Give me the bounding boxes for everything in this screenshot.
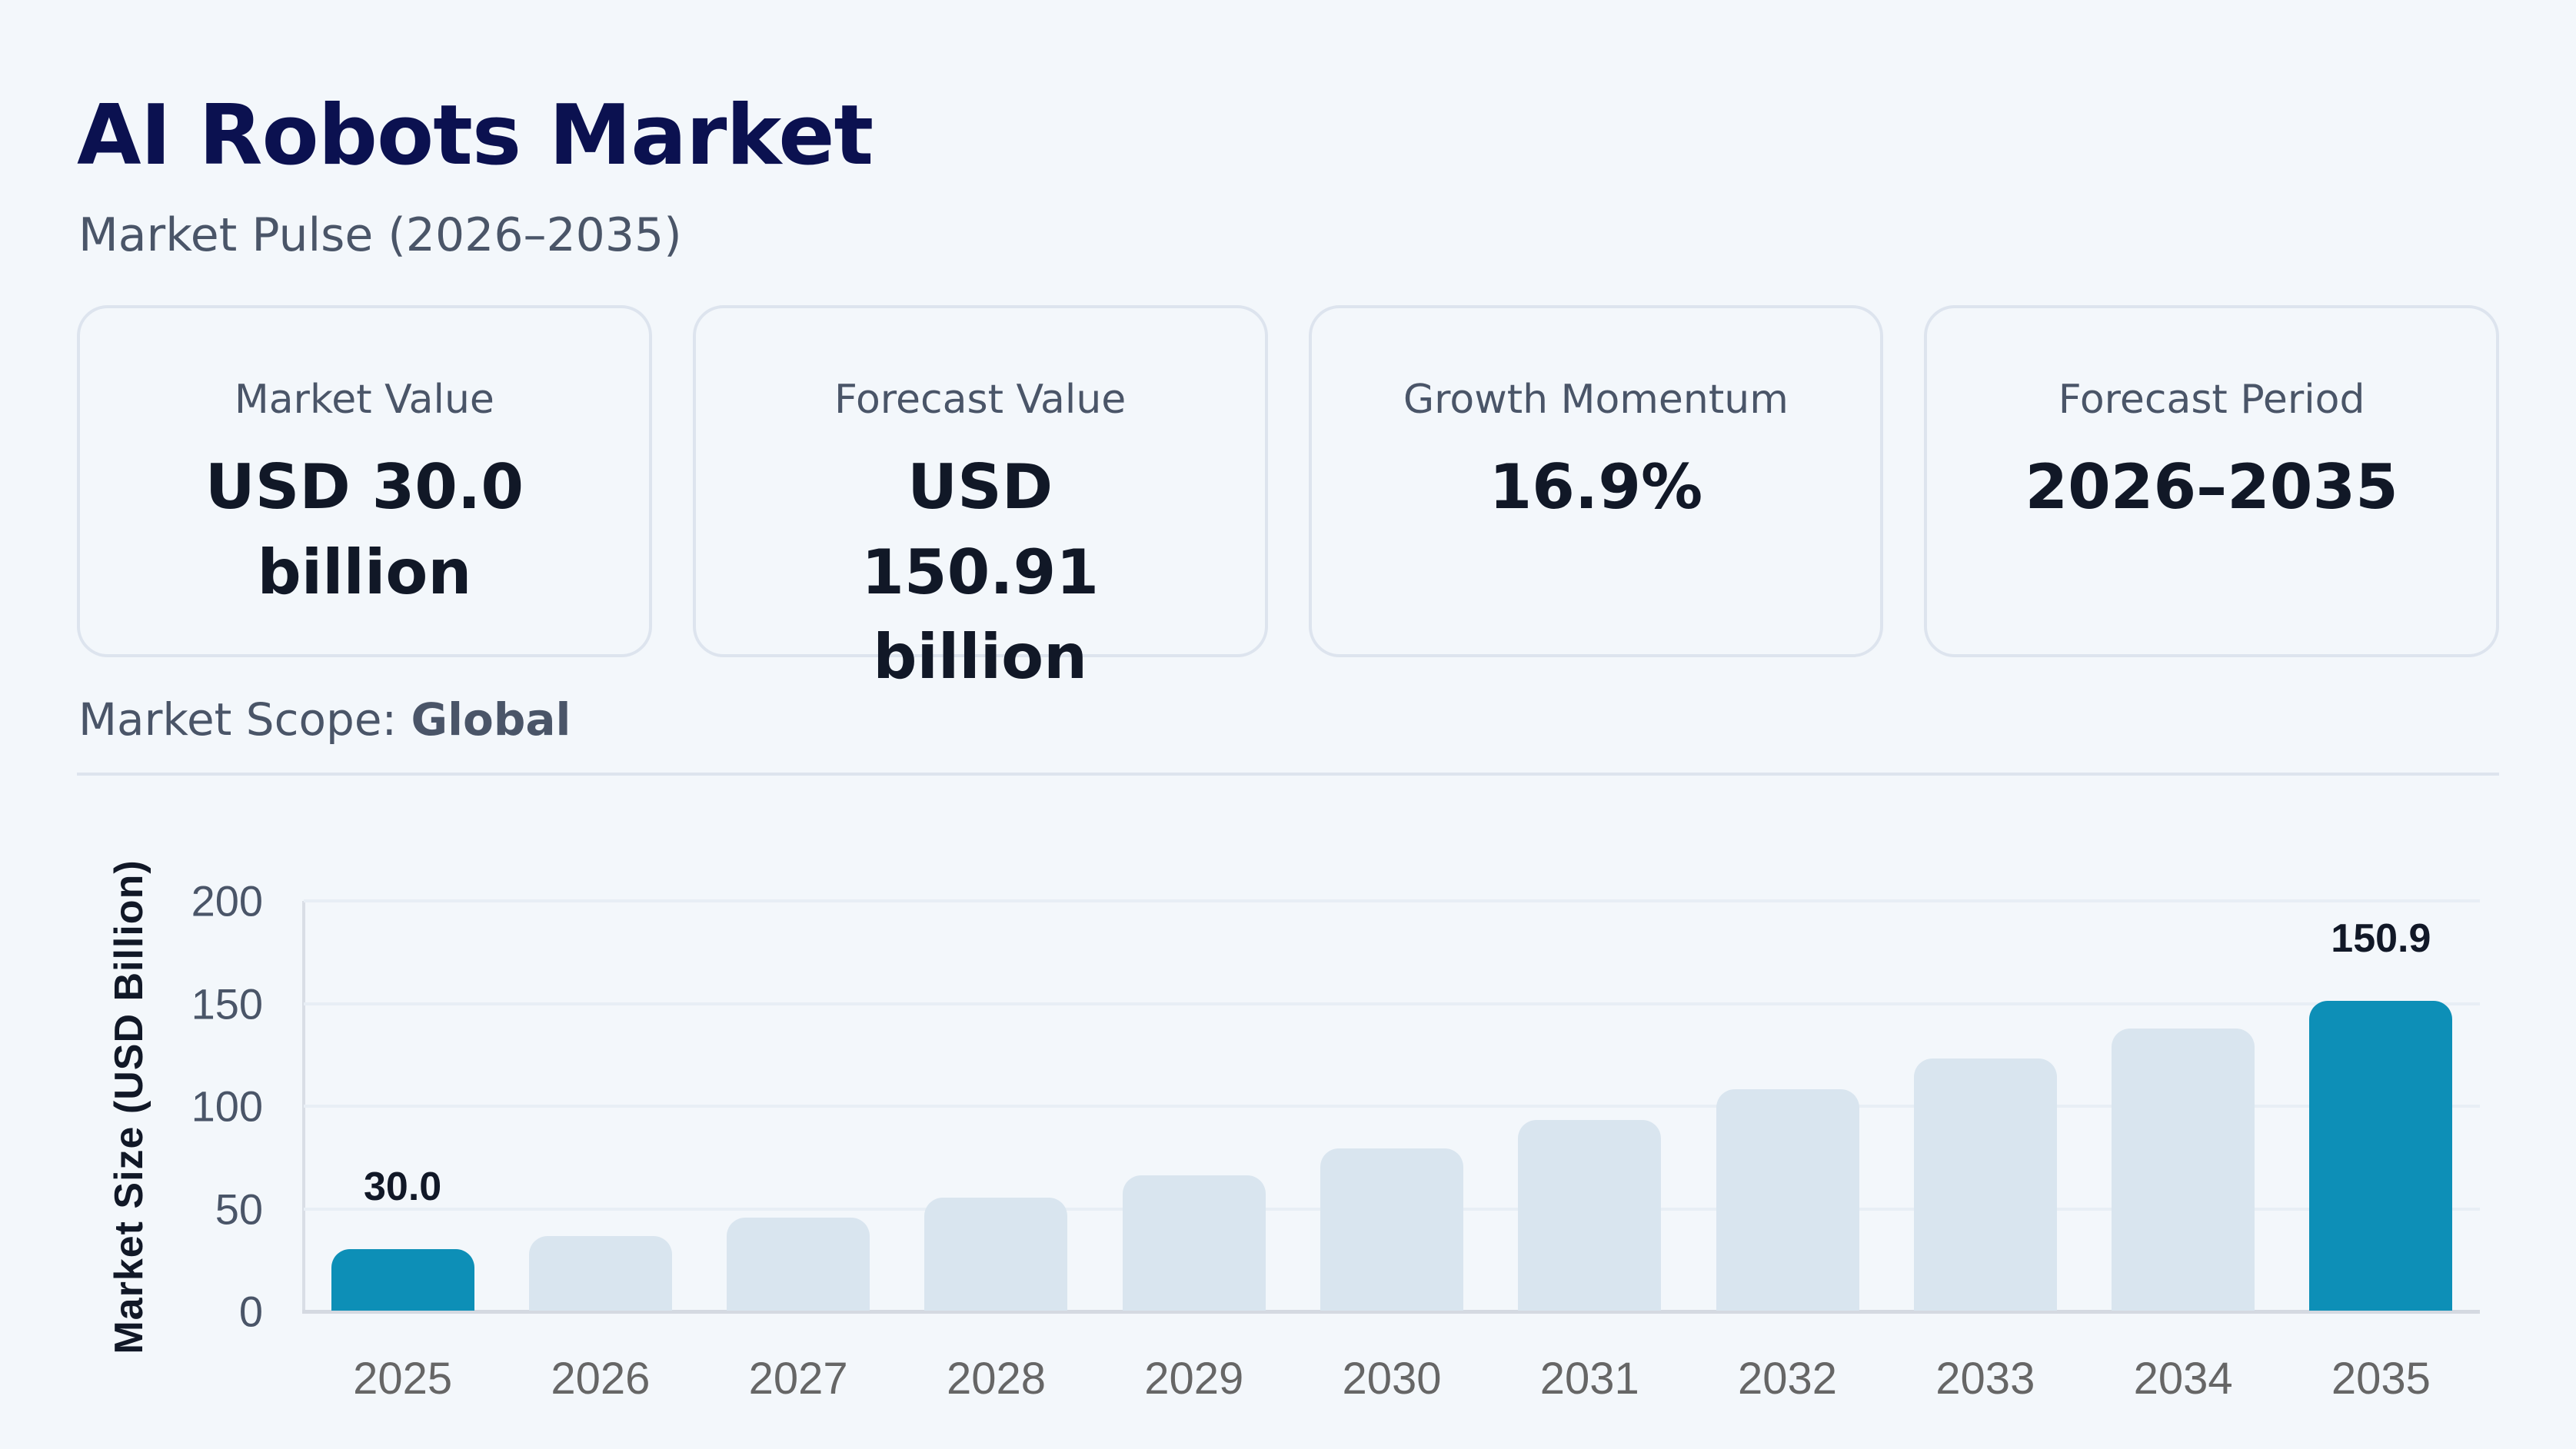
gridline [304, 1105, 2480, 1108]
bar-value-label: 30.0 [364, 1164, 442, 1209]
bar-2034[interactable] [2112, 1029, 2255, 1311]
bar-2026[interactable] [528, 1235, 672, 1311]
bar-value-label: 150.9 [2331, 916, 2431, 962]
bar-2033[interactable] [1913, 1059, 2057, 1311]
bar-2031[interactable] [1518, 1119, 1662, 1311]
kpi-card-market-value: Market Value USD 30.0 billion [77, 305, 652, 657]
bar-2025[interactable] [331, 1248, 474, 1311]
market-scope: Market Scope: Global [78, 693, 571, 747]
kpi-cards: Market Value USD 30.0 billion Forecast V… [77, 305, 2499, 693]
x-tick-label: 2030 [1342, 1354, 1442, 1404]
kpi-label: Forecast Period [2058, 377, 2365, 423]
kpi-value: USD 150.91 billion [861, 451, 1099, 693]
kpi-label: Market Value [234, 377, 494, 423]
gridline [304, 899, 2480, 902]
kpi-value: USD 30.0 billion [205, 451, 524, 608]
page-subtitle: Market Pulse (2026–2035) [78, 208, 682, 262]
section-divider [77, 773, 2499, 776]
x-tick-label: 2031 [1539, 1354, 1639, 1404]
y-tick-label: 100 [191, 1082, 263, 1131]
y-tick-label: 50 [215, 1185, 263, 1233]
x-axis-line [302, 1310, 2480, 1314]
bar-2035[interactable] [2309, 1001, 2453, 1311]
kpi-value: 2026–2035 [2025, 451, 2398, 523]
y-tick-label: 0 [238, 1287, 263, 1336]
gridline [304, 1002, 2480, 1005]
market-scope-label: Market Scope: [78, 693, 411, 746]
bar-2030[interactable] [1320, 1148, 1463, 1311]
y-tick-label: 200 [191, 876, 263, 926]
bar-2027[interactable] [727, 1218, 870, 1311]
kpi-value: 16.9% [1489, 451, 1703, 523]
x-tick-label: 2033 [1935, 1354, 2035, 1404]
kpi-label: Growth Momentum [1403, 377, 1789, 423]
kpi-card-forecast-period: Forecast Period 2026–2035 [1924, 305, 2499, 657]
y-axis-title: Market Size (USD Billion) [107, 859, 151, 1354]
bar-2028[interactable] [924, 1198, 1068, 1311]
x-tick-label: 2032 [1738, 1354, 1838, 1404]
y-tick-label: 150 [191, 979, 263, 1028]
x-tick-label: 2029 [1144, 1354, 1244, 1404]
x-tick-label: 2026 [551, 1354, 651, 1404]
bar-2029[interactable] [1122, 1175, 1266, 1311]
x-tick-label: 2028 [946, 1354, 1046, 1404]
x-tick-label: 2025 [353, 1354, 453, 1404]
kpi-label: Forecast Value [834, 377, 1127, 423]
x-tick-label: 2035 [2331, 1354, 2431, 1404]
kpi-card-forecast-value: Forecast Value USD 150.91 billion [692, 305, 1268, 693]
kpi-card-growth-momentum: Growth Momentum 16.9% [1308, 305, 1884, 657]
bar-2032[interactable] [1716, 1089, 1859, 1311]
page-title: AI Robots Market [77, 88, 874, 184]
market-scope-value: Global [411, 693, 571, 746]
x-tick-label: 2034 [2133, 1354, 2233, 1404]
x-tick-label: 2027 [748, 1354, 848, 1404]
